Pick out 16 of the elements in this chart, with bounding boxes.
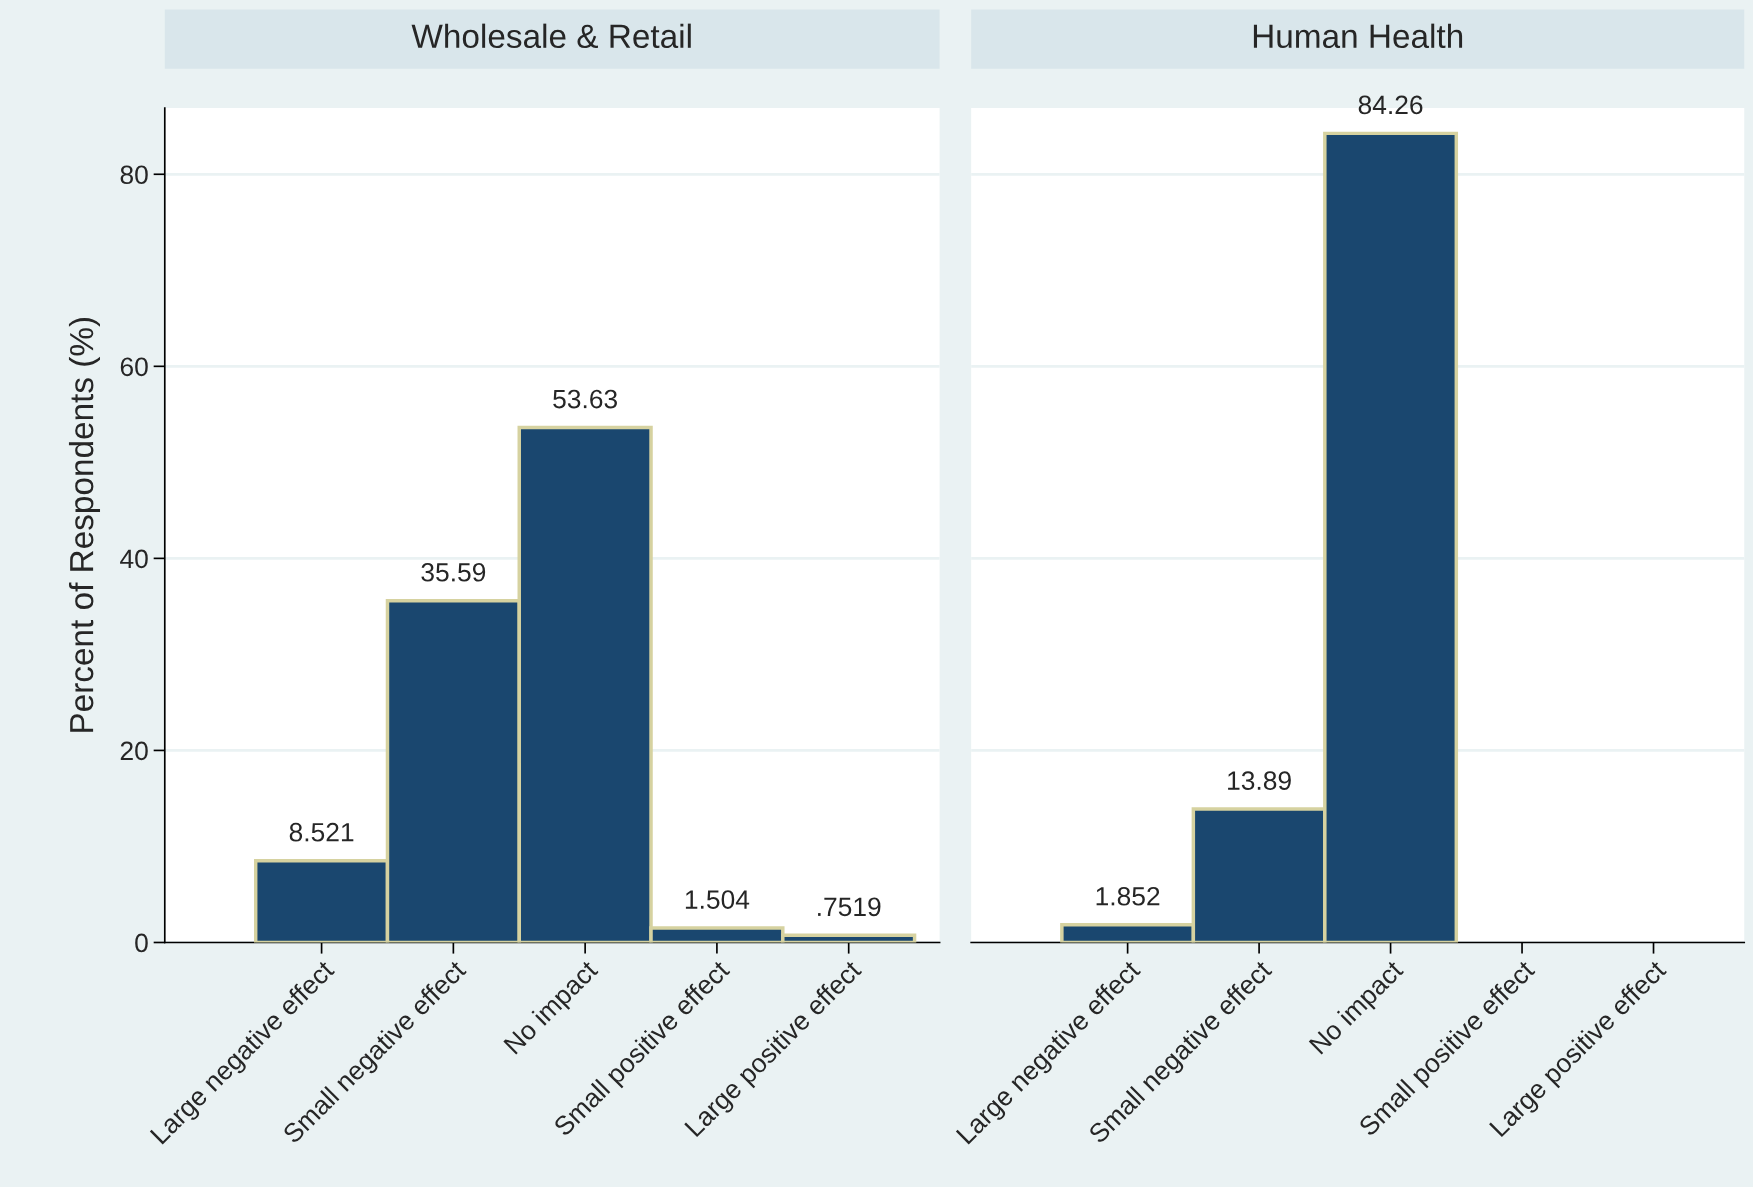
chart-title: Wholesale & Retail	[411, 23, 691, 49]
chart-title: Human Health	[1253, 23, 1463, 49]
y-tick-label: 80	[120, 165, 148, 185]
data-label: 53.63	[553, 389, 617, 409]
data-label: 84.26	[1358, 95, 1423, 115]
data-label: 13.89	[1228, 771, 1291, 790]
data-label: 1.504	[685, 890, 750, 909]
data-label: 8.521	[289, 822, 354, 842]
y-tick-label: 60	[120, 357, 148, 377]
data-label: .7519	[818, 897, 881, 917]
y-axis-title: Percent of Respondents (%)	[68, 317, 101, 732]
y-tick-label: 0	[135, 933, 148, 953]
y-tick-label: 20	[120, 741, 148, 761]
data-label: 35.59	[421, 562, 486, 582]
data-label: 1.852	[1096, 886, 1160, 906]
y-tick-label: 40	[120, 549, 148, 569]
